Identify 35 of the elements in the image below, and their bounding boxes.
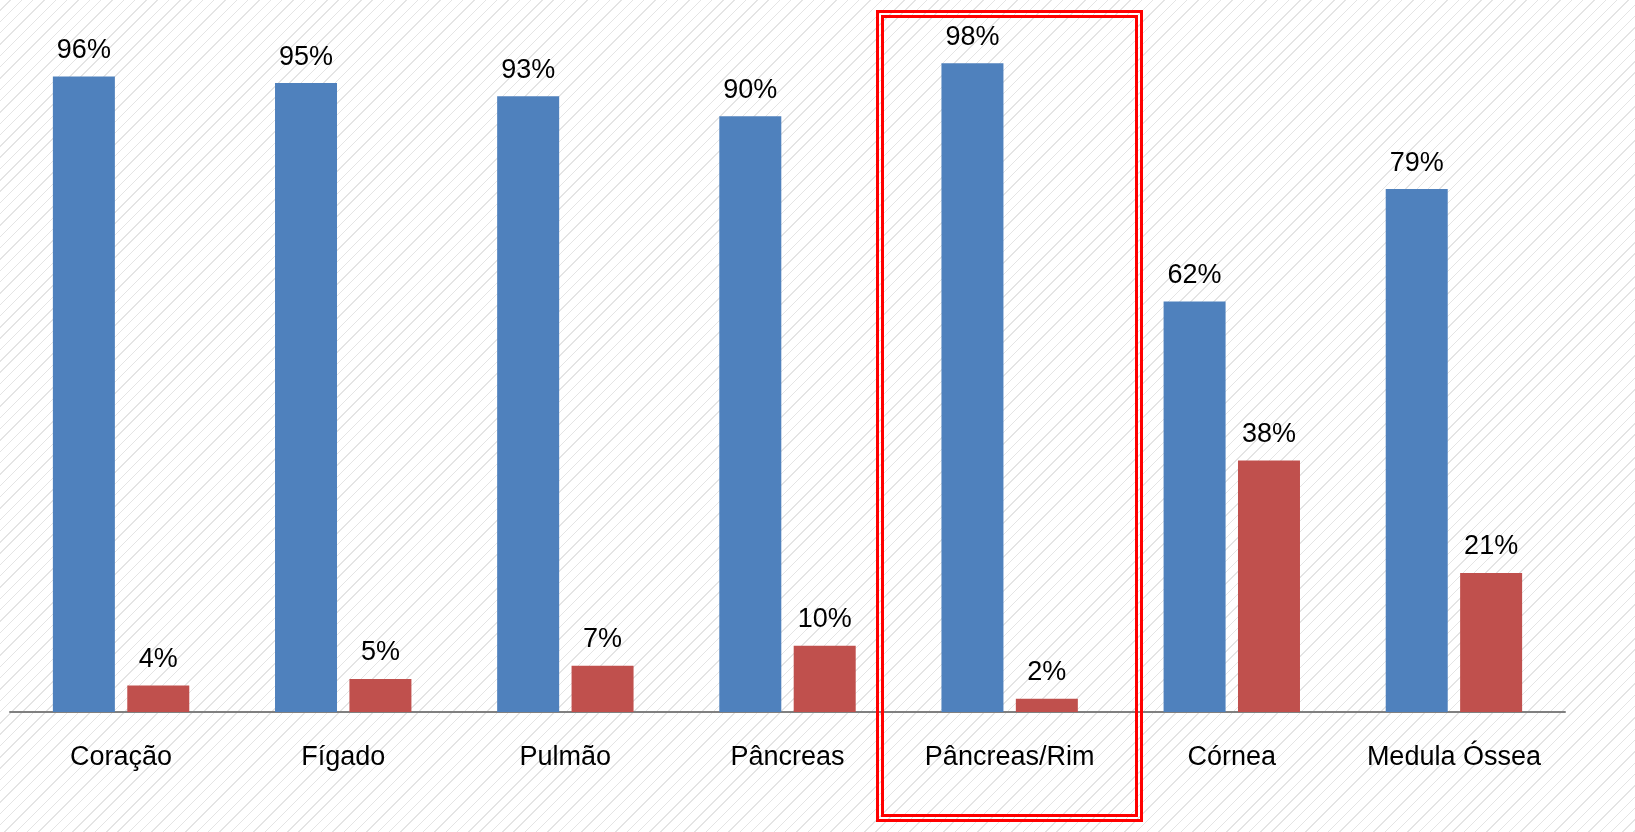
data-label: 98%	[945, 20, 1000, 51]
data-label: 90%	[723, 73, 778, 104]
bar	[571, 665, 634, 712]
data-label: 21%	[1464, 530, 1519, 561]
bar	[349, 678, 412, 712]
data-label: 93%	[501, 53, 556, 84]
bar	[275, 83, 338, 712]
x-tick-label: Pâncreas/Rim	[924, 740, 1095, 771]
bar	[941, 63, 1004, 712]
x-tick-label: Coração	[70, 740, 173, 771]
x-tick-label: Córnea	[1187, 740, 1278, 771]
x-tick-label: Pâncreas	[730, 740, 845, 771]
x-tick-label: Medula Óssea	[1366, 739, 1542, 771]
data-label: 4%	[138, 643, 178, 674]
bar	[1385, 189, 1448, 712]
data-label: 7%	[583, 623, 623, 654]
data-label: 38%	[1241, 417, 1297, 448]
data-label: 5%	[360, 636, 400, 667]
data-label: 79%	[1389, 146, 1444, 177]
bar	[1163, 301, 1226, 712]
data-label: 2%	[1027, 656, 1067, 687]
data-label: 96%	[56, 33, 111, 64]
data-label: 95%	[278, 40, 334, 71]
x-tick-label: Pulmão	[519, 740, 612, 771]
bar	[719, 116, 782, 712]
bar	[793, 645, 856, 712]
data-label: 10%	[797, 603, 852, 634]
bar	[127, 685, 190, 712]
bar	[1015, 698, 1078, 712]
x-tick-label: Fígado	[301, 740, 386, 771]
bar	[1460, 572, 1523, 712]
bar	[1237, 460, 1300, 712]
bar	[497, 96, 560, 712]
bar	[52, 76, 115, 712]
data-label: 62%	[1167, 259, 1222, 290]
